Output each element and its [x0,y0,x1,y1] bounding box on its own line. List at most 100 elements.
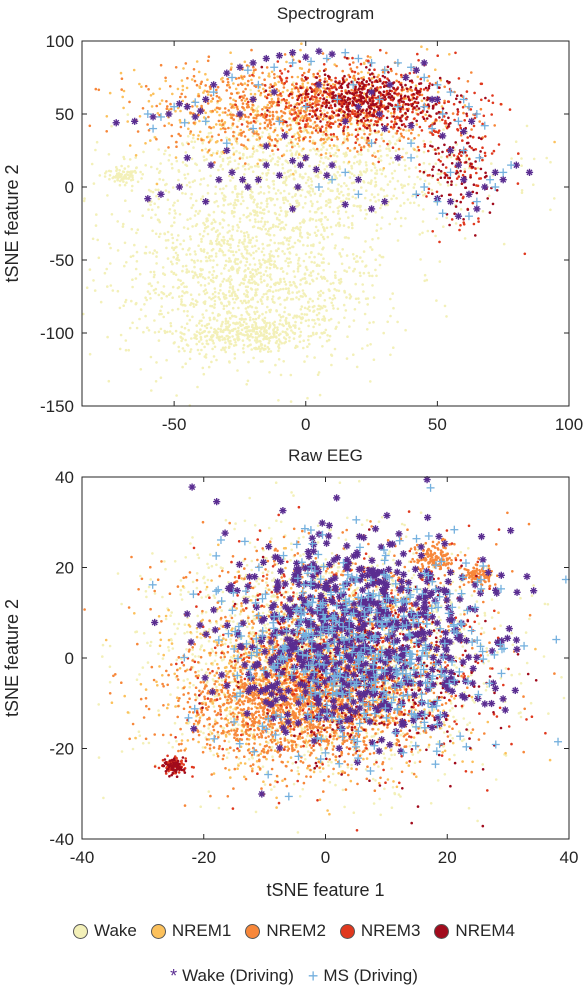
nrem4-point [440,170,443,173]
nrem1-point [159,88,162,91]
nrem4-point [376,124,379,127]
nrem1-point [204,73,207,76]
wake-point [257,268,260,271]
wake-point [266,266,269,269]
nrem3-point [484,155,487,158]
nrem4-point [308,113,311,116]
wake-point [515,140,518,143]
nrem4-point [393,81,396,84]
nrem4-point [413,107,416,110]
wake-point [199,268,202,271]
wake-point [265,324,268,327]
nrem2-point [165,100,168,103]
wake-point [131,286,134,289]
wake-point [124,167,127,170]
wake-point [275,336,278,339]
wake-point [145,246,148,249]
nrem4-point [428,87,431,90]
wake-point [245,289,248,292]
nrem4-point [338,103,341,106]
wake-point [276,218,279,221]
wake-point [229,342,232,345]
wake-point [273,187,276,190]
nrem3-point [401,89,404,92]
wake-point [510,157,513,160]
wake-point [353,189,356,192]
nrem3-point [330,104,333,107]
nrem4-point [456,200,459,203]
nrem4-point [409,80,412,83]
wake-point [206,252,209,255]
wake-point [225,320,228,323]
wake-point [227,163,230,166]
nrem4-point [360,97,363,100]
wake-point [379,168,382,171]
nrem1-point [215,141,218,144]
wake-point [229,317,232,320]
wake-point [322,190,325,193]
nrem4-point [363,97,366,100]
wake-point [173,209,176,212]
wake-point [301,295,304,298]
wake-point [104,175,107,178]
wake-point [352,253,355,256]
wake-driving-marker [250,96,257,103]
nrem3-point [328,125,331,128]
wake-point [350,165,353,168]
wake-point [273,333,276,336]
nrem1-point [230,63,233,66]
wake-point [279,288,282,291]
nrem4-point [407,103,410,106]
wake-point [338,321,341,324]
wake-point [278,358,281,361]
nrem2-point [231,114,234,117]
wake-point [272,224,275,227]
wake-point [243,232,246,235]
wake-point [116,220,119,223]
wake-point [203,373,206,376]
wake-point [343,304,346,307]
wake-point [99,174,102,177]
nrem2-point [356,66,359,69]
nrem2-point [167,146,170,149]
wake-point [261,135,264,138]
wake-point [189,235,192,238]
wake-point [167,199,170,202]
nrem3-point [474,167,477,170]
nrem4-point [387,71,390,74]
wake-point [186,164,189,167]
wake-point [404,329,407,332]
wake-point [199,273,202,276]
nrem3-point [277,60,280,63]
nrem2-point [377,130,380,133]
wake-point [329,189,332,192]
nrem2-point [316,89,319,92]
wake-point [131,278,134,281]
wake-point [198,169,201,172]
wake-point [352,353,355,356]
wake-point [318,241,321,244]
wake-point [223,239,226,242]
nrem2-point [344,89,347,92]
wake-point [125,339,128,342]
wake-point [244,269,247,272]
nrem1-point [232,99,235,102]
nrem4-point [371,96,374,99]
wake-point [264,221,267,224]
nrem3-point [283,98,286,101]
wake-point [224,346,227,349]
nrem4-point [461,182,464,185]
nrem1-point [361,136,364,139]
nrem2-point [163,125,166,128]
wake-point [320,206,323,209]
nrem3-point [459,224,462,227]
wake-point [389,298,392,301]
nrem3-point [423,145,426,148]
nrem4-point [342,95,345,98]
wake-point [347,188,350,191]
nrem3-point [429,82,432,85]
wake-point [353,204,356,207]
wake-point [309,149,312,152]
nrem3-point [379,49,382,52]
nrem3-point [491,94,494,97]
